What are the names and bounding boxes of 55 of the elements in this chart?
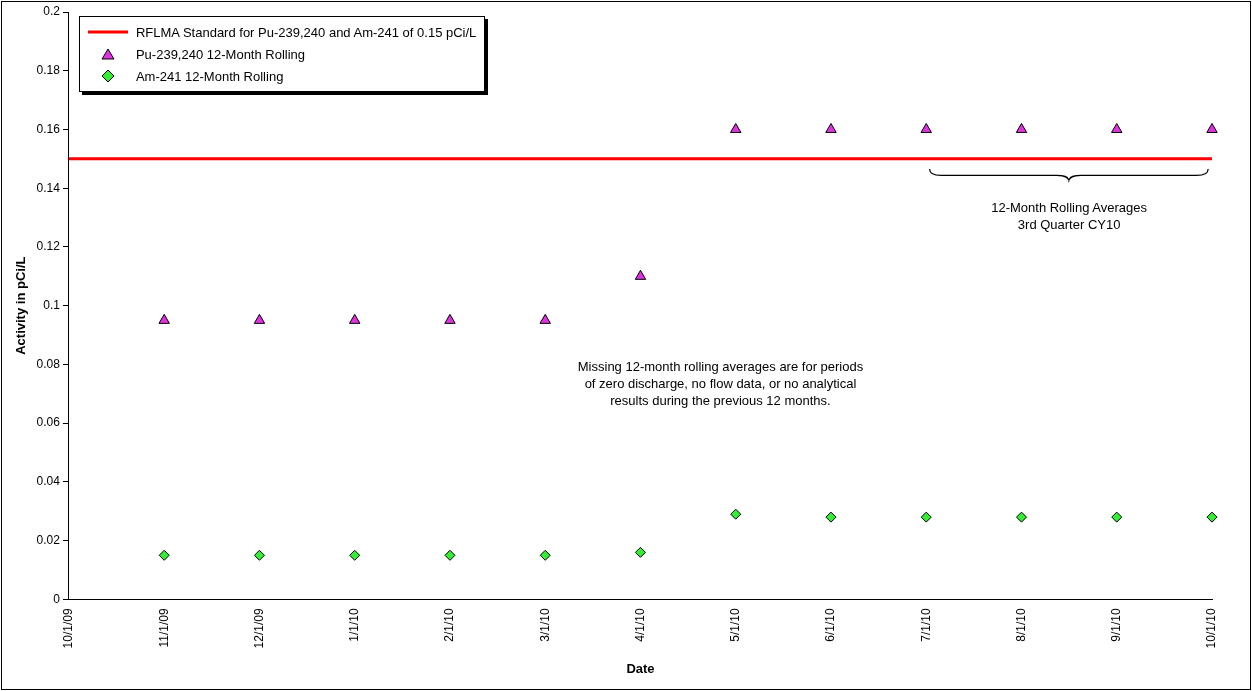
x-tick-label: 3/1/10 [537, 608, 552, 642]
x-tick-label: 6/1/10 [823, 608, 838, 642]
point [634, 269, 647, 280]
x-tick-label: 7/1/10 [918, 608, 933, 642]
y-tick-label: 0.06 [36, 415, 61, 430]
legend-label: Am-241 12-Month Rolling [135, 68, 284, 84]
point [920, 122, 932, 133]
annotation: Missing 12-month rolling averages are for periods of zero discharge, no flow data, or no analytical results during the previous 12 months. [577, 358, 864, 408]
point [1015, 511, 1027, 523]
point [1206, 511, 1218, 523]
point [730, 508, 742, 520]
point [349, 549, 361, 561]
point [825, 511, 837, 523]
y-tick-label: 0.16 [36, 121, 61, 136]
y-tick-label: 0 [53, 591, 61, 606]
y-tick-label: 0.2 [43, 4, 61, 19]
point [349, 313, 361, 324]
legend-label: RFLMA Standard for Pu-239,240 and Am-241 of 0.15 pCi/L [135, 24, 477, 40]
point [444, 549, 456, 561]
point [825, 122, 837, 133]
point [158, 313, 170, 324]
y-tick-label: 0.08 [36, 356, 61, 371]
point [158, 549, 170, 561]
x-tick-label: 10/1/10 [1204, 608, 1219, 649]
point [253, 549, 265, 561]
x-tick-label: 5/1/10 [728, 608, 743, 642]
x-tick-label: 9/1/10 [1109, 608, 1124, 642]
x-axis-title: Date [626, 660, 655, 676]
point [1111, 511, 1123, 523]
x-tick-label: 11/1/09 [156, 608, 171, 648]
x-tick-label: 4/1/10 [632, 608, 647, 642]
point [444, 313, 456, 324]
x-tick-label: 2/1/10 [442, 608, 457, 642]
point [1111, 122, 1123, 133]
legend-label: Pu-239,240 12-Month Rolling [135, 46, 306, 62]
point [634, 546, 646, 558]
y-tick-label: 0.18 [36, 63, 61, 78]
y-tick-label: 0.14 [36, 180, 61, 195]
x-tick-label: 10/1/09 [61, 608, 76, 649]
annotation: 12-Month Rolling Averages 3rd Quarter CY10 [991, 200, 1148, 233]
y-axis-title: Activity in pCi/L [13, 256, 29, 355]
point [253, 313, 266, 324]
point [1206, 122, 1218, 133]
y-tick-label: 0.04 [36, 474, 61, 489]
y-tick-label: 0.02 [36, 532, 61, 547]
x-tick-label: 1/1/10 [347, 608, 362, 642]
point [920, 511, 932, 523]
y-tick-label: 0.12 [36, 239, 61, 254]
point [730, 122, 742, 133]
point [1015, 122, 1028, 133]
x-tick-label: 12/1/09 [251, 608, 266, 649]
point [539, 313, 551, 324]
y-tick-label: 0.1 [43, 297, 61, 312]
point [539, 549, 551, 561]
x-tick-label: 8/1/10 [1013, 608, 1028, 642]
